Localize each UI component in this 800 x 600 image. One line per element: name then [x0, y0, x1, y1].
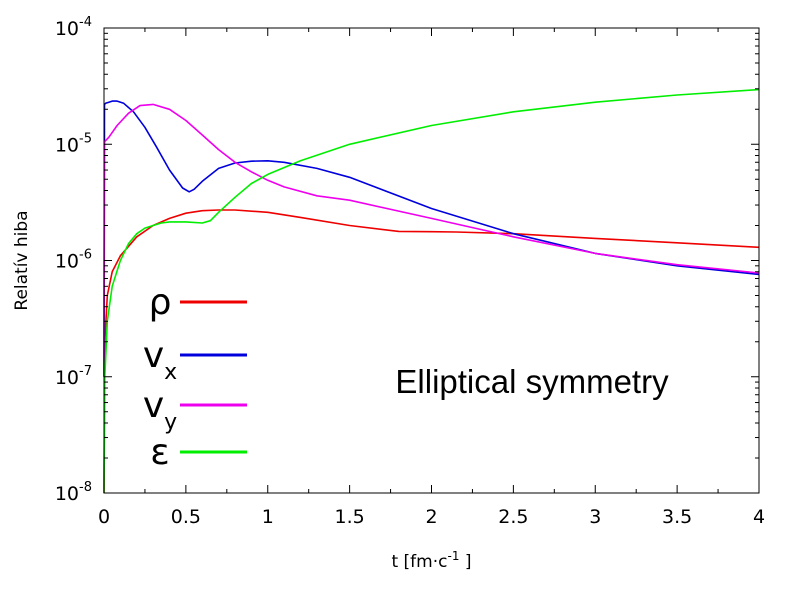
legend-label-0: ρ — [149, 282, 172, 323]
x-tick-label: 1 — [262, 506, 274, 528]
x-tick-label: 4 — [753, 506, 765, 528]
legend-label-2: vy — [143, 385, 177, 435]
x-tick-label: 2 — [425, 506, 437, 528]
ticks-layer — [103, 27, 760, 494]
series-line-1 — [103, 100, 760, 377]
x-axis-label: t [fm·c-1 ] — [391, 549, 471, 572]
x-tick-label: 0.5 — [171, 506, 201, 528]
y-tick-label: 10-4 — [55, 15, 92, 40]
y-axis-label: Relatív hiba — [12, 210, 32, 310]
y-tick-labels: 10-8 10-7 10-6 10-5 10-4 — [55, 15, 92, 505]
x-tick-label: 1.5 — [335, 506, 365, 528]
legend-label-1: vx — [143, 335, 177, 385]
legend-label-3: ε — [150, 432, 169, 473]
series-line-0 — [103, 209, 760, 494]
x-tick-label: 3 — [589, 506, 601, 528]
series-line-2 — [103, 103, 760, 377]
y-tick-label: 10-7 — [55, 364, 92, 389]
series-line-3 — [103, 88, 760, 494]
plot-frame — [103, 27, 760, 494]
y-tick-label: 10-6 — [55, 248, 92, 273]
series-layer — [103, 88, 760, 494]
x-tick-label: 2.5 — [498, 506, 528, 528]
chart-annotation: Elliptical symmetry — [395, 363, 669, 400]
x-tick-label: 0 — [98, 506, 110, 528]
y-tick-label: 10-5 — [55, 131, 92, 156]
x-tick-labels: 0 0.5 1 1.5 2 2.5 3 3.5 4 — [98, 506, 765, 528]
y-tick-label: 10-8 — [55, 480, 92, 505]
x-tick-label: 3.5 — [662, 506, 692, 528]
